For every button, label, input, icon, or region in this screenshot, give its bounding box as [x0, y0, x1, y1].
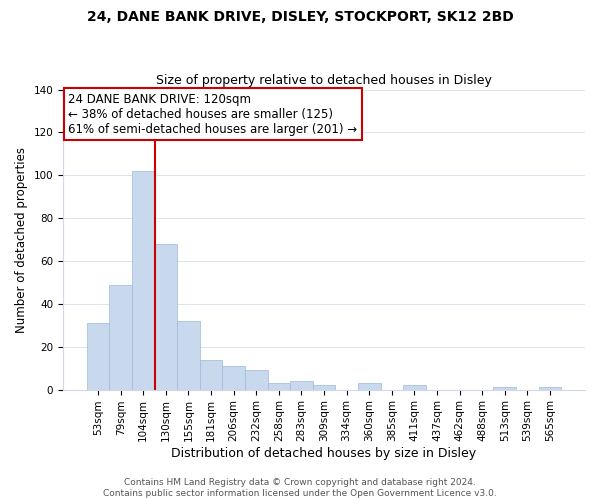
Bar [223, 366, 245, 390]
Text: 24 DANE BANK DRIVE: 120sqm
← 38% of detached houses are smaller (125)
61% of sem: 24 DANE BANK DRIVE: 120sqm ← 38% of deta… [68, 92, 358, 136]
X-axis label: Distribution of detached houses by size in Disley: Distribution of detached houses by size … [172, 447, 476, 460]
Bar [493, 388, 516, 390]
Y-axis label: Number of detached properties: Number of detached properties [15, 146, 28, 332]
Bar [290, 381, 313, 390]
Bar [177, 321, 200, 390]
Title: Size of property relative to detached houses in Disley: Size of property relative to detached ho… [156, 74, 492, 87]
Text: Contains HM Land Registry data © Crown copyright and database right 2024.
Contai: Contains HM Land Registry data © Crown c… [103, 478, 497, 498]
Bar [87, 323, 109, 390]
Bar [358, 383, 380, 390]
Bar [132, 171, 155, 390]
Bar [268, 383, 290, 390]
Bar [200, 360, 223, 390]
Bar [109, 284, 132, 390]
Bar [403, 386, 425, 390]
Bar [313, 386, 335, 390]
Bar [155, 244, 177, 390]
Bar [245, 370, 268, 390]
Bar [539, 388, 561, 390]
Text: 24, DANE BANK DRIVE, DISLEY, STOCKPORT, SK12 2BD: 24, DANE BANK DRIVE, DISLEY, STOCKPORT, … [86, 10, 514, 24]
